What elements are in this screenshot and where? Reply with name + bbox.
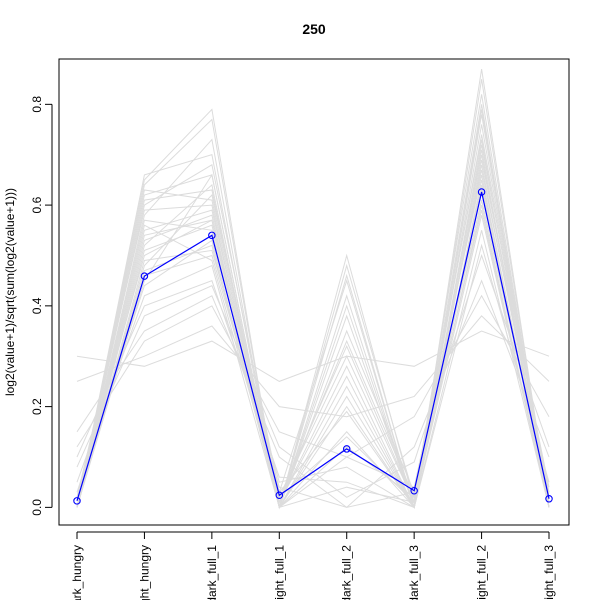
highlight-point (73, 497, 81, 505)
y-tick-label: 0.6 (30, 196, 44, 213)
y-tick-label: 0.8 (30, 96, 44, 113)
y-axis-label: log2(value+1)/sqrt(sum(log2(value+1))) (3, 188, 17, 396)
y-tick-label: 0.2 (30, 398, 44, 415)
x-tick-label: light_full_3 (542, 545, 556, 600)
highlight-point (208, 231, 216, 240)
highlight-point (410, 486, 418, 495)
background-series-line (76, 104, 550, 508)
background-series-line (76, 179, 550, 509)
chart-title: 250 (302, 21, 326, 37)
background-series-line (76, 169, 550, 508)
x-axis: dark_hungry light_hungry dark_full_1 light_… (70, 531, 556, 600)
background-series-line (76, 149, 550, 509)
x-tick-label: dark_full_1 (205, 545, 219, 600)
background-series-line (76, 164, 550, 509)
background-series-line (76, 159, 550, 509)
y-axis: 0.0 0.2 0.4 0.6 0.8 (30, 96, 53, 516)
background-series-line (76, 209, 550, 509)
background-series-line (76, 294, 550, 458)
background-series-line (76, 243, 550, 509)
x-tick-label: dark_full_3 (407, 545, 421, 600)
y-tick-label: 0.4 (30, 297, 44, 314)
background-series-line (76, 139, 550, 510)
background-series-line (76, 204, 550, 509)
highlight-point (342, 445, 351, 453)
y-tick-label: 0.0 (30, 499, 44, 516)
highlight-point (477, 188, 486, 196)
background-series-line (76, 315, 550, 418)
background-series-line (76, 279, 550, 509)
background-series-line (76, 184, 550, 509)
background-series-line (76, 124, 550, 510)
highlight-point (545, 495, 553, 503)
highlight-series-line (76, 191, 550, 501)
plot-frame (58, 58, 570, 526)
x-tick-label: light_full_1 (272, 545, 286, 600)
x-tick-label: dark_hungry (70, 545, 84, 600)
background-series-line (76, 230, 550, 509)
background-series-group (76, 69, 550, 510)
background-series-line (76, 154, 550, 508)
highlight-point (275, 491, 284, 500)
background-series-line (76, 330, 550, 382)
x-tick-label: light_hungry (137, 545, 151, 600)
background-series-line (76, 144, 550, 509)
background-series-line (76, 215, 550, 508)
x-tick-label: dark_full_2 (340, 545, 354, 600)
x-tick-label: light_full_2 (475, 545, 489, 600)
background-series-line (76, 189, 550, 509)
highlight-series-group (73, 188, 553, 505)
background-series-line (76, 69, 550, 508)
highlight-point (140, 272, 149, 280)
background-series-line (76, 253, 550, 498)
